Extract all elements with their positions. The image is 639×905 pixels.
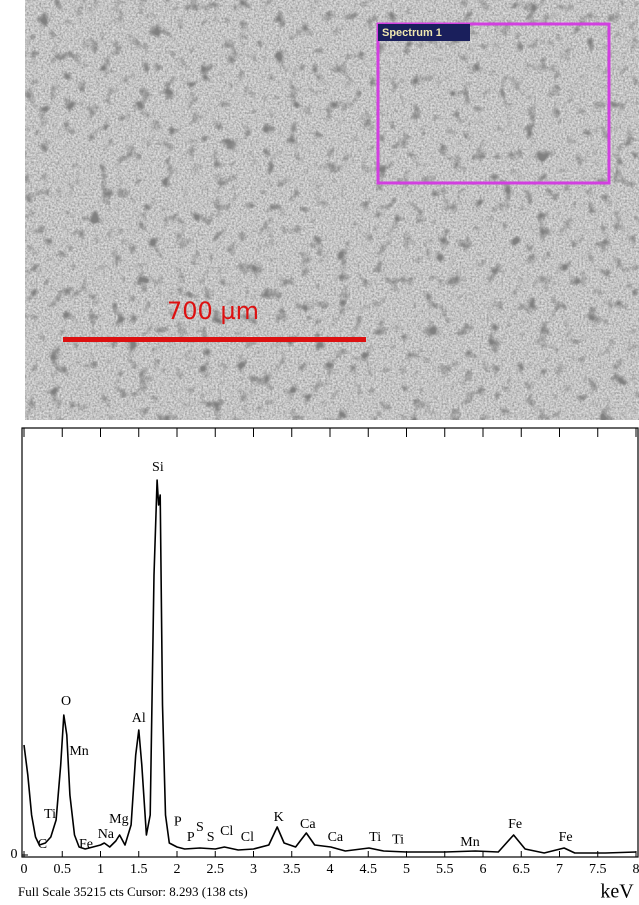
x-tick-label: 1 [97,862,104,877]
x-tick-label: 3.5 [283,862,301,877]
x-tick-label: 6 [480,862,487,877]
x-tick-label: 4.5 [360,862,378,877]
peak-label: Fe [559,830,573,845]
peak-label: Mg [109,812,128,827]
x-tick-label: 4 [327,862,334,877]
peak-label: Ti [44,807,56,822]
peak-label: Na [98,827,115,842]
scale-bar [63,337,366,342]
peak-label: Mn [460,835,479,850]
peak-label: Fe [508,817,522,832]
x-tick-label: 1.5 [130,862,148,877]
peak-label: Al [132,711,146,726]
peak-label: Si [152,460,164,475]
sem-texture [25,0,639,420]
peak-label: Ca [300,817,316,832]
peak-label: P [174,814,182,829]
peak-label: K [274,810,284,825]
plot-frame [21,427,639,858]
x-tick-label: 3 [250,862,257,877]
peak-label: Ti [392,832,404,847]
peak-label: Mn [69,744,88,759]
x-axis-label: keV [600,881,634,903]
x-tick-label: 8 [633,862,639,877]
footer: Full Scale 35215 cts Cursor: 8.293 (138 … [18,884,248,899]
scale-bar-label: 700 µm [167,297,259,325]
peak-label: O [61,694,71,709]
x-tick-label: 7 [556,862,563,877]
x-tick-label: 0 [21,862,28,877]
peak-label: C [38,837,47,852]
spectrum-line [23,479,637,854]
peak-label: Cl [220,824,233,839]
peak-label: Ti [369,830,381,845]
x-tick-label: 5 [403,862,410,877]
x-tick-label: 5.5 [436,862,454,877]
y-tick-label: 0 [11,847,18,862]
spectrum-region [376,22,611,185]
x-tick-label: 7.5 [589,862,607,877]
x-tick-label: 6.5 [513,862,531,877]
x-tick-label: 0.5 [54,862,72,877]
region-label-box [378,24,470,41]
x-tick-label: 2 [174,862,181,877]
peak-label: S [207,830,215,845]
peak-label: S [196,820,204,835]
x-tick-label: 2.5 [207,862,225,877]
peak-label: P [187,830,195,845]
peak-label: Ca [328,830,344,845]
region-label: Spectrum 1 [382,27,442,39]
peak-label: Fe [79,837,93,852]
peak-label: Cl [241,830,254,845]
